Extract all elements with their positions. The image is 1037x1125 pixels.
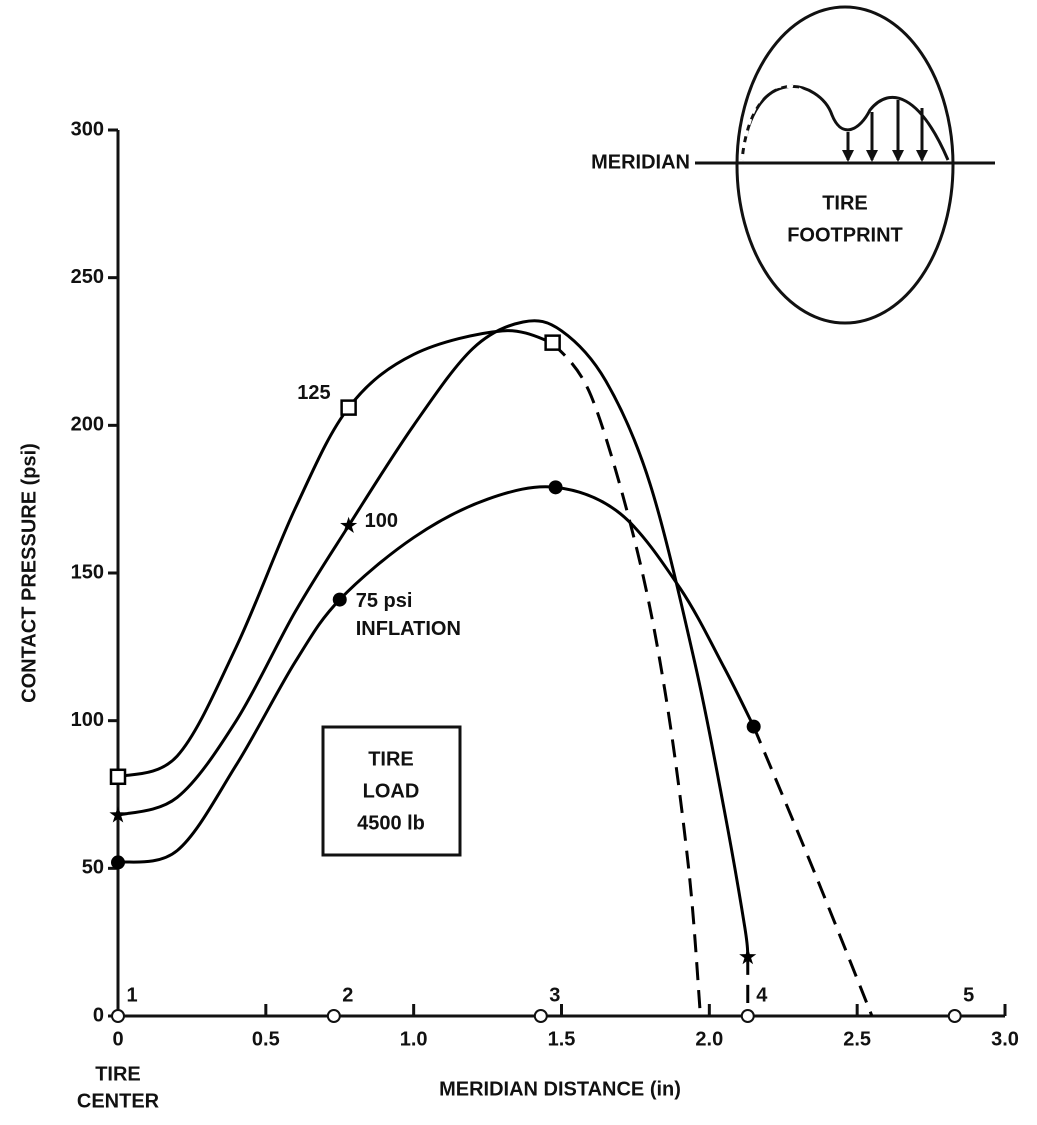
load-box — [321, 725, 462, 857]
series-line — [117, 485, 756, 864]
load-text: LOAD — [363, 780, 420, 802]
marker — [544, 334, 561, 351]
meridian-point-label: 4 — [756, 984, 768, 1006]
series-note: INFLATION — [356, 618, 461, 640]
marker — [109, 806, 127, 823]
x-tick-label: 0 — [112, 1028, 123, 1050]
x-axis-label: MERIDIAN DISTANCE (in) — [439, 1078, 681, 1100]
meridian-point — [111, 1009, 125, 1023]
y-tick-label: 250 — [71, 266, 104, 288]
series-line-dashed — [752, 725, 874, 1017]
series-line-dashed — [551, 341, 702, 1017]
dash-overlay — [740, 83, 824, 161]
meridian-point-label: 1 — [126, 984, 137, 1006]
origin-note: CENTER — [77, 1090, 160, 1112]
y-axis-label: CONTACT PRESSURE (psi) — [18, 443, 40, 703]
marker — [340, 399, 357, 416]
y-tick-label: 0 — [93, 1004, 104, 1026]
meridian-point — [947, 1009, 962, 1023]
arrow-heads — [842, 150, 928, 162]
y-tick-label: 150 — [71, 561, 104, 583]
series-label: 100 — [365, 510, 398, 532]
meridian-point — [326, 1009, 341, 1023]
pressure-curve — [740, 84, 950, 161]
meridian-point — [533, 1009, 548, 1023]
y-tick-label: 200 — [71, 414, 104, 436]
x-tick-label: 1.5 — [548, 1028, 576, 1050]
inset: MERIDIAN TIRE FOOTPRINT — [591, 5, 995, 325]
y-tick-label: 300 — [71, 118, 104, 140]
meridian-label: MERIDIAN — [591, 151, 690, 173]
x-tick-label: 1.0 — [400, 1028, 428, 1050]
meridian-point-label: 2 — [342, 984, 353, 1006]
meridian-point-label: 3 — [549, 984, 560, 1006]
arrows — [846, 100, 924, 160]
marker — [332, 592, 347, 607]
marker — [746, 719, 761, 734]
footprint-label: FOOTPRINT — [787, 224, 903, 246]
y-tick-label: 50 — [82, 857, 104, 879]
series-label: 75 psi — [356, 590, 413, 612]
meridian-point-label: 5 — [963, 984, 974, 1006]
x-tick-label: 3.0 — [991, 1028, 1019, 1050]
footprint-ellipse — [735, 5, 955, 325]
marker — [111, 855, 125, 870]
y-tick-label: 100 — [71, 709, 104, 731]
x-tick-label: 0.5 — [252, 1028, 280, 1050]
meridian-point — [740, 1009, 755, 1023]
marker — [548, 480, 563, 495]
marker — [739, 947, 757, 965]
marker — [340, 516, 358, 533]
series-line — [117, 319, 750, 958]
series-line — [117, 329, 554, 779]
x-tick-label: 2.5 — [843, 1028, 871, 1050]
series-label: 125 — [297, 382, 330, 404]
load-text: 4500 lb — [357, 812, 425, 834]
footprint-label: TIRE — [822, 192, 868, 214]
marker — [109, 768, 127, 786]
x-tick-label: 2.0 — [695, 1028, 723, 1050]
origin-note: TIRE — [95, 1063, 141, 1085]
load-text: TIRE — [368, 748, 414, 770]
